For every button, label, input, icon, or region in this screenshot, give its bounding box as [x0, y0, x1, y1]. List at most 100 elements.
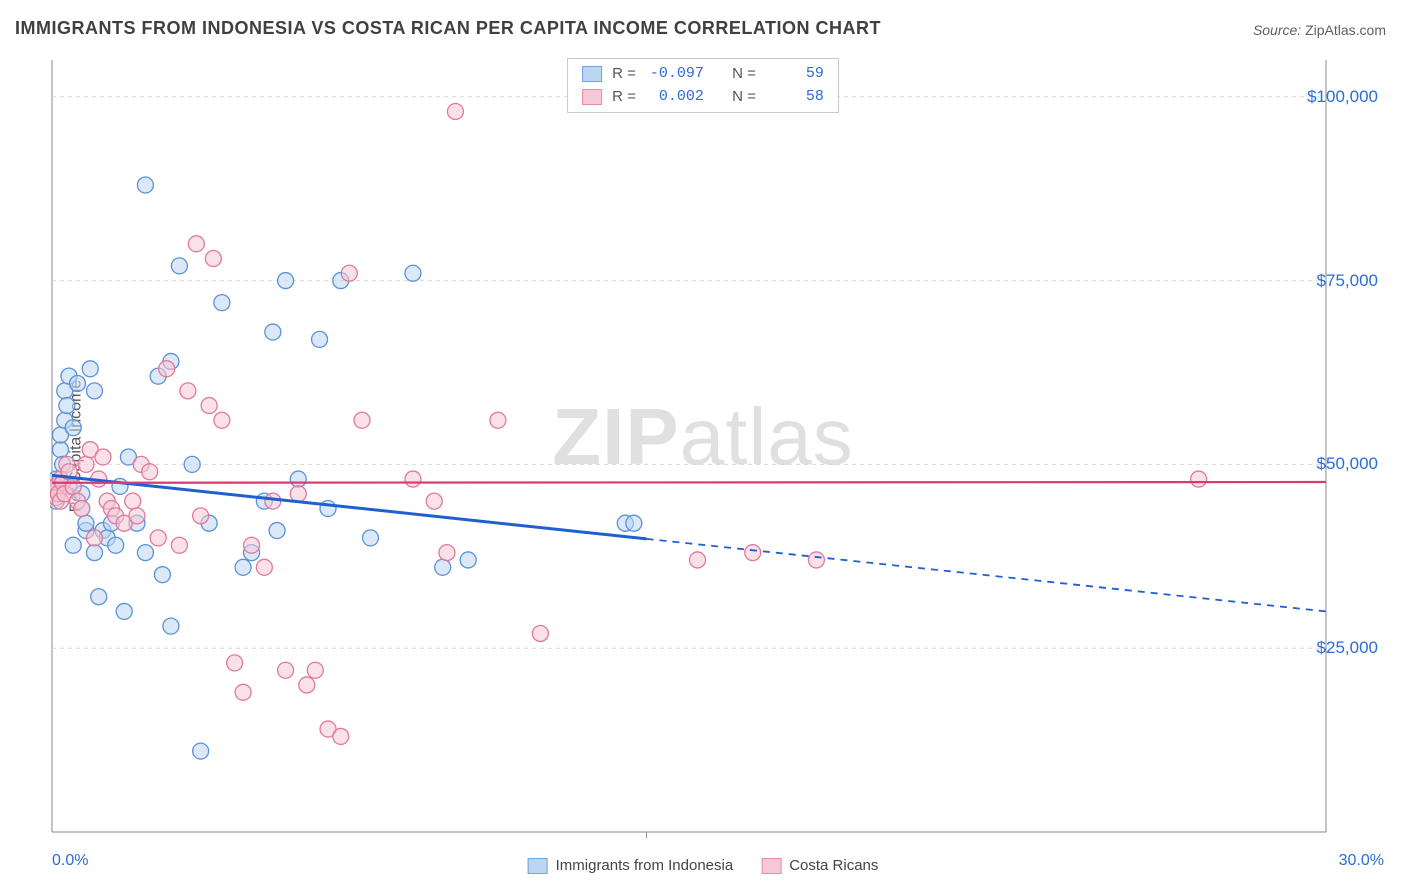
- y-tick-label: $100,000: [1307, 87, 1378, 107]
- r-value: 0.002: [646, 86, 704, 109]
- legend-item: Costa Ricans: [761, 857, 878, 874]
- data-point: [439, 545, 455, 561]
- r-label: R =: [612, 63, 636, 86]
- data-point: [65, 420, 81, 436]
- n-label: N =: [732, 86, 756, 109]
- data-point: [490, 412, 506, 428]
- data-point: [65, 478, 81, 494]
- data-point: [201, 398, 217, 414]
- data-point: [137, 545, 153, 561]
- data-point: [1191, 471, 1207, 487]
- data-point: [265, 493, 281, 509]
- data-point: [290, 486, 306, 502]
- data-point: [626, 515, 642, 531]
- legend-label: Immigrants from Indonesia: [556, 857, 734, 874]
- data-point: [125, 493, 141, 509]
- r-label: R =: [612, 86, 636, 109]
- data-point: [307, 662, 323, 678]
- data-point: [78, 515, 94, 531]
- n-value: 59: [766, 63, 824, 86]
- data-point: [354, 412, 370, 428]
- plot-area: [50, 50, 1386, 842]
- stats-legend-row: R = 0.002 N = 58: [582, 86, 824, 109]
- data-point: [205, 251, 221, 267]
- data-point: [82, 361, 98, 377]
- x-tick-max: 30.0%: [1339, 852, 1384, 870]
- legend-item: Immigrants from Indonesia: [528, 857, 734, 874]
- data-point: [86, 530, 102, 546]
- data-point: [405, 265, 421, 281]
- data-point: [78, 456, 94, 472]
- data-point: [269, 523, 285, 539]
- data-point: [299, 677, 315, 693]
- data-point: [278, 662, 294, 678]
- data-point: [142, 464, 158, 480]
- data-point: [95, 449, 111, 465]
- data-point: [116, 603, 132, 619]
- data-point: [214, 412, 230, 428]
- legend-label: Costa Ricans: [789, 857, 878, 874]
- n-value: 58: [766, 86, 824, 109]
- data-point: [193, 508, 209, 524]
- data-point: [363, 530, 379, 546]
- series-legend: Immigrants from Indonesia Costa Ricans: [528, 857, 879, 874]
- data-point: [435, 559, 451, 575]
- x-tick-min: 0.0%: [52, 852, 88, 870]
- r-value: -0.097: [646, 63, 704, 86]
- data-point: [150, 530, 166, 546]
- data-point: [74, 500, 90, 516]
- stats-legend-row: R = -0.097 N = 59: [582, 63, 824, 86]
- data-point: [745, 545, 761, 561]
- data-point: [341, 265, 357, 281]
- data-point: [235, 559, 251, 575]
- legend-swatch: [582, 66, 602, 82]
- source-label: Source:: [1253, 22, 1301, 38]
- data-point: [244, 537, 260, 553]
- data-point: [171, 537, 187, 553]
- data-point: [154, 567, 170, 583]
- source-attribution: Source: ZipAtlas.com: [1253, 22, 1386, 38]
- legend-swatch: [582, 89, 602, 105]
- data-point: [184, 456, 200, 472]
- y-tick-label: $25,000: [1317, 638, 1378, 658]
- data-point: [69, 376, 85, 392]
- data-point: [256, 559, 272, 575]
- data-point: [214, 295, 230, 311]
- data-point: [333, 728, 349, 744]
- data-point: [65, 537, 81, 553]
- data-point: [86, 545, 102, 561]
- data-point: [808, 552, 824, 568]
- data-point: [86, 383, 102, 399]
- data-point: [227, 655, 243, 671]
- data-point: [447, 103, 463, 119]
- data-point: [52, 442, 68, 458]
- data-point: [290, 471, 306, 487]
- y-tick-label: $50,000: [1317, 454, 1378, 474]
- data-point: [188, 236, 204, 252]
- data-point: [193, 743, 209, 759]
- data-point: [129, 508, 145, 524]
- data-point: [278, 273, 294, 289]
- scatter-plot-svg: [50, 50, 1386, 842]
- data-point: [108, 537, 124, 553]
- data-point: [171, 258, 187, 274]
- data-point: [405, 471, 421, 487]
- data-point: [532, 625, 548, 641]
- data-point: [265, 324, 281, 340]
- data-point: [235, 684, 251, 700]
- data-point: [91, 589, 107, 605]
- data-point: [460, 552, 476, 568]
- data-point: [59, 398, 75, 414]
- trend-line: [52, 482, 1326, 483]
- data-point: [137, 177, 153, 193]
- data-point: [180, 383, 196, 399]
- y-tick-label: $75,000: [1317, 271, 1378, 291]
- chart-title: IMMIGRANTS FROM INDONESIA VS COSTA RICAN…: [15, 18, 881, 39]
- n-label: N =: [732, 63, 756, 86]
- data-point: [689, 552, 705, 568]
- data-point: [426, 493, 442, 509]
- source-value: ZipAtlas.com: [1305, 22, 1386, 38]
- legend-swatch: [761, 858, 781, 874]
- data-point: [159, 361, 175, 377]
- legend-swatch: [528, 858, 548, 874]
